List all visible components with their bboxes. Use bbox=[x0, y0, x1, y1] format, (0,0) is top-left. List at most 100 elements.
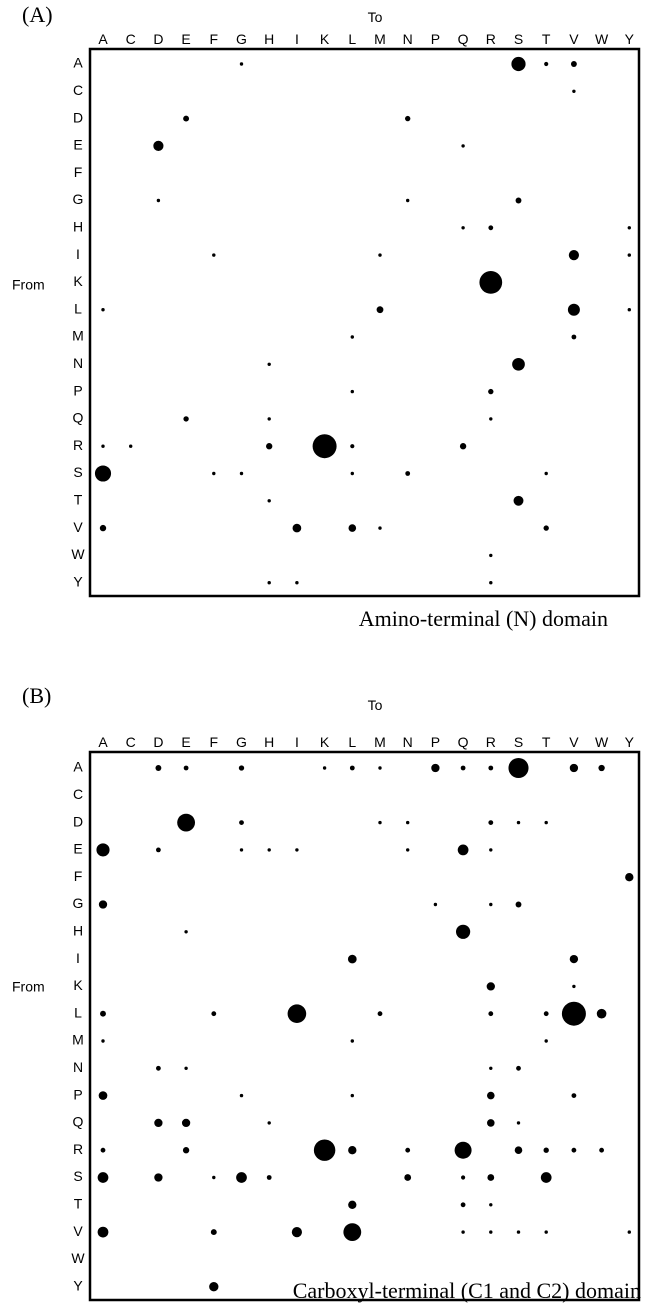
panel-a-point-l-to-v bbox=[567, 303, 580, 316]
panel-b-point-r-to-l bbox=[348, 1146, 357, 1155]
panel-b-to-tick-p: P bbox=[431, 734, 440, 750]
panel-a-point-s-to-n bbox=[405, 471, 411, 476]
panel-b-point-e-to-g bbox=[239, 848, 244, 852]
panel-b-point-s-to-d bbox=[154, 1173, 163, 1182]
panel-b-from-tick-l: L bbox=[74, 1004, 82, 1020]
panel-b-point-a-to-l bbox=[349, 765, 355, 771]
panel-a-to-tick-d: D bbox=[153, 31, 163, 47]
panel-a-caption: Amino-terminal (N) domain bbox=[359, 606, 608, 631]
panel-a-to-tick-f: F bbox=[210, 31, 219, 47]
panel-b-from-tick-g: G bbox=[73, 895, 84, 911]
panel-b-point-s-to-t bbox=[540, 1172, 552, 1183]
panel-b-point-p-to-r bbox=[487, 1091, 495, 1100]
panel-a-point-y-to-h bbox=[267, 581, 271, 585]
panel-a-point-r-to-q bbox=[459, 443, 467, 450]
panel-a-from-tick-a: A bbox=[73, 55, 83, 71]
panel-a-from-tick-t: T bbox=[74, 492, 83, 508]
panel-a-point-p-to-l bbox=[350, 389, 354, 394]
panel-a-point-g-to-s bbox=[515, 197, 522, 204]
panel-b-from-tick-c: C bbox=[73, 786, 83, 802]
panel-b-point-e-to-i bbox=[295, 848, 299, 852]
panel-b-point-g-to-a bbox=[98, 900, 108, 909]
panel-b-to-tick-f: F bbox=[210, 734, 219, 750]
panel-b-to-tick-h: H bbox=[264, 734, 274, 750]
panel-a-point-v-to-a bbox=[99, 524, 107, 532]
panel-b-to-tick-w: W bbox=[595, 734, 609, 750]
panel-a-to-tick-y: Y bbox=[625, 31, 635, 47]
panel-b-point-n-to-s bbox=[516, 1065, 521, 1071]
panel-b-point-v-to-f bbox=[210, 1229, 217, 1236]
panel-b-from-tick-r: R bbox=[73, 1141, 83, 1157]
panel-a-to-tick-h: H bbox=[264, 31, 274, 47]
panel-b-point-p-to-l bbox=[350, 1093, 354, 1098]
panel-b-point-h-to-e bbox=[184, 930, 188, 934]
panel-b-point-v-to-t bbox=[544, 1230, 548, 1234]
panel-a-to-tick-a: A bbox=[98, 31, 108, 47]
panel-b-point-e-to-q bbox=[457, 844, 469, 856]
panel-b-from-tick-q: Q bbox=[73, 1114, 84, 1130]
panel-a-point-q-to-r bbox=[489, 417, 493, 421]
panel-b-from-tick-p: P bbox=[73, 1086, 82, 1102]
panel-a-point-s-to-a bbox=[94, 465, 112, 482]
panel-a-from-tick-e: E bbox=[73, 137, 82, 153]
panel-b-point-e-to-d bbox=[156, 847, 161, 853]
panel-a-from-tick-g: G bbox=[73, 191, 84, 207]
panel-b-to-tick-q: Q bbox=[458, 734, 469, 750]
panel-b-point-a-to-q bbox=[460, 765, 466, 771]
panel-a-y-axis-title: From bbox=[12, 277, 45, 293]
panel-b-point-r-to-v bbox=[571, 1147, 577, 1153]
panel-a-from-tick-h: H bbox=[73, 219, 83, 235]
panel-b-from-tick-h: H bbox=[73, 923, 83, 939]
panel-b-point-s-to-q bbox=[461, 1175, 466, 1180]
panel-b-from-tick-f: F bbox=[74, 868, 83, 884]
panel-b-point-r-to-t bbox=[543, 1147, 549, 1153]
panel-b-to-tick-l: L bbox=[348, 734, 356, 750]
panel-a-point-t-to-h bbox=[267, 499, 271, 503]
panel-b-point-d-to-m bbox=[378, 820, 382, 825]
panel-b-point-q-to-r bbox=[487, 1119, 495, 1127]
panel-b-point-l-to-v bbox=[561, 1001, 586, 1026]
panel-b-point-a-to-v bbox=[569, 763, 579, 773]
panel-b-point-v-to-s bbox=[516, 1230, 521, 1234]
panel-b-point-t-to-q bbox=[460, 1202, 466, 1208]
panel-a-from-tick-s: S bbox=[73, 464, 82, 480]
panel-b-point-d-to-t bbox=[544, 820, 548, 825]
panel-a-point-s-to-f bbox=[212, 471, 216, 476]
panel-b-point-d-to-n bbox=[406, 820, 410, 825]
panel-b-point-d-to-e bbox=[177, 813, 196, 832]
panel-a-point-m-to-v bbox=[571, 334, 577, 340]
panel-a-to-tick-g: G bbox=[236, 31, 247, 47]
panel-b-point-i-to-v bbox=[569, 954, 579, 964]
panel-a-to-tick-c: C bbox=[126, 31, 136, 47]
panel-b-point-t-to-r bbox=[489, 1203, 493, 1207]
panel-a-from-tick-y: Y bbox=[73, 573, 83, 589]
panel-b-from-tick-n: N bbox=[73, 1059, 83, 1075]
panel-b-point-g-to-p bbox=[433, 902, 438, 907]
panel-a-point-g-to-n bbox=[406, 198, 410, 203]
panel-b-point-p-to-a bbox=[98, 1091, 108, 1100]
panel-a-point-k-to-r bbox=[479, 271, 503, 294]
panel-a-to-tick-s: S bbox=[514, 31, 523, 47]
panel-a-x-axis-title: To bbox=[368, 9, 383, 25]
panel-b-point-a-to-k bbox=[322, 766, 327, 770]
panel-b-point-q-to-e bbox=[181, 1118, 191, 1128]
panel-a-point-i-to-v bbox=[568, 250, 579, 261]
panel-b-point-v-to-q bbox=[461, 1230, 465, 1234]
panel-a-to-tick-t: T bbox=[542, 31, 551, 47]
panel-b-point-q-to-h bbox=[267, 1121, 271, 1125]
panel-a-point-t-to-s bbox=[513, 495, 524, 506]
panel-a-from-tick-l: L bbox=[74, 300, 82, 316]
panel-b-point-v-to-l bbox=[343, 1223, 362, 1241]
panel-b-point-l-to-i bbox=[287, 1004, 307, 1023]
panel-b-to-tick-k: K bbox=[320, 734, 330, 750]
panel-b-point-y-to-f bbox=[209, 1282, 219, 1292]
panel-b-point-l-to-r bbox=[488, 1011, 494, 1017]
panel-b-point-r-to-n bbox=[405, 1147, 411, 1153]
panel-a-from-tick-p: P bbox=[73, 382, 82, 398]
panel-a-from-tick-d: D bbox=[73, 109, 83, 125]
panel-b-point-v-to-r bbox=[489, 1230, 493, 1234]
panel-a-from-tick-k: K bbox=[73, 273, 83, 289]
panel-a-from-tick-i: I bbox=[76, 246, 80, 262]
panel-b-point-g-to-r bbox=[489, 902, 493, 907]
panel-a-from-tick-n: N bbox=[73, 355, 83, 371]
